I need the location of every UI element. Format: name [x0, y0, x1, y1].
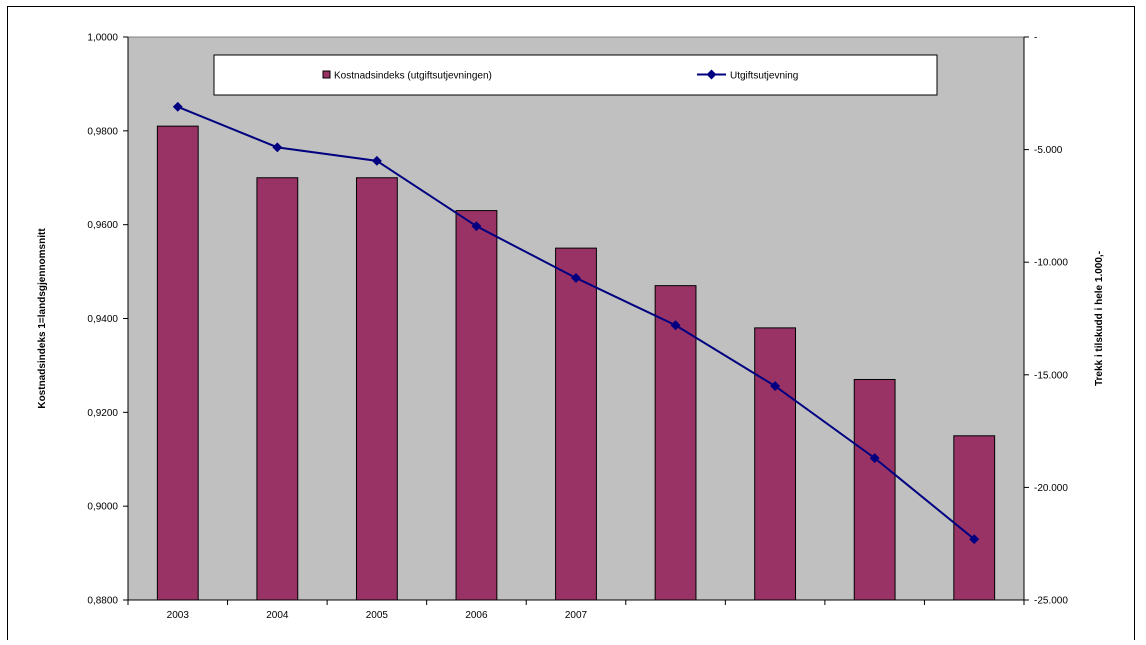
left-tick-label: 0,9800 [87, 126, 118, 137]
line-point [172, 101, 183, 112]
bar [555, 247, 597, 601]
chart-frame [7, 6, 1135, 640]
right-tick-label: -20.000 [1034, 483, 1068, 494]
left-tick-label: 0,9600 [87, 220, 118, 231]
x-tick-label: 2007 [565, 610, 588, 621]
bar [853, 378, 896, 601]
left-tick-label: 0,9200 [87, 408, 118, 419]
bar [953, 435, 996, 601]
bar [455, 210, 498, 601]
line-point [969, 534, 980, 545]
right-tick-label: -25.000 [1034, 596, 1068, 607]
right-tick-label: -5.000 [1034, 145, 1063, 156]
legend-line-marker [706, 69, 717, 80]
bar [754, 327, 797, 601]
right-tick-label: -10.000 [1034, 258, 1068, 269]
x-tick-label: 2006 [465, 610, 488, 621]
line-point [571, 273, 581, 283]
x-tick-label: 2003 [167, 610, 190, 621]
legend-bar-label: Kostnadsindeks (utgiftsutjevningen) [334, 71, 492, 82]
line-point [471, 221, 482, 232]
line-point [770, 381, 781, 392]
left-tick-label: 0,9000 [87, 502, 118, 513]
left-axis-label: Kostnadsindeks 1=landsgjennomsnitt [37, 228, 48, 409]
right-axis-label: Trekk i tilskudd i hele 1.000,- [1094, 251, 1105, 386]
right-tick-label: -15.000 [1034, 370, 1068, 381]
left-tick-label: 0,8800 [87, 596, 118, 607]
legend-line-label: Utgiftsutjevning [730, 71, 798, 82]
x-tick-label: 2005 [366, 610, 389, 621]
line-point [869, 453, 880, 464]
legend-bar-swatch [322, 70, 331, 79]
bar [156, 125, 199, 601]
right-tick-label: - [1034, 33, 1037, 44]
left-tick-label: 0,9400 [87, 314, 118, 325]
bar [355, 177, 398, 601]
x-tick-label: 2004 [266, 610, 289, 621]
legend: Kostnadsindeks (utgiftsutjevningen) Utgi… [213, 54, 938, 96]
left-tick-label: 1,0000 [87, 33, 118, 44]
bar [256, 177, 299, 601]
line-point [670, 320, 681, 331]
bar [654, 285, 697, 601]
legend-box [213, 54, 938, 96]
line-point [272, 142, 283, 153]
line-point [371, 155, 382, 166]
